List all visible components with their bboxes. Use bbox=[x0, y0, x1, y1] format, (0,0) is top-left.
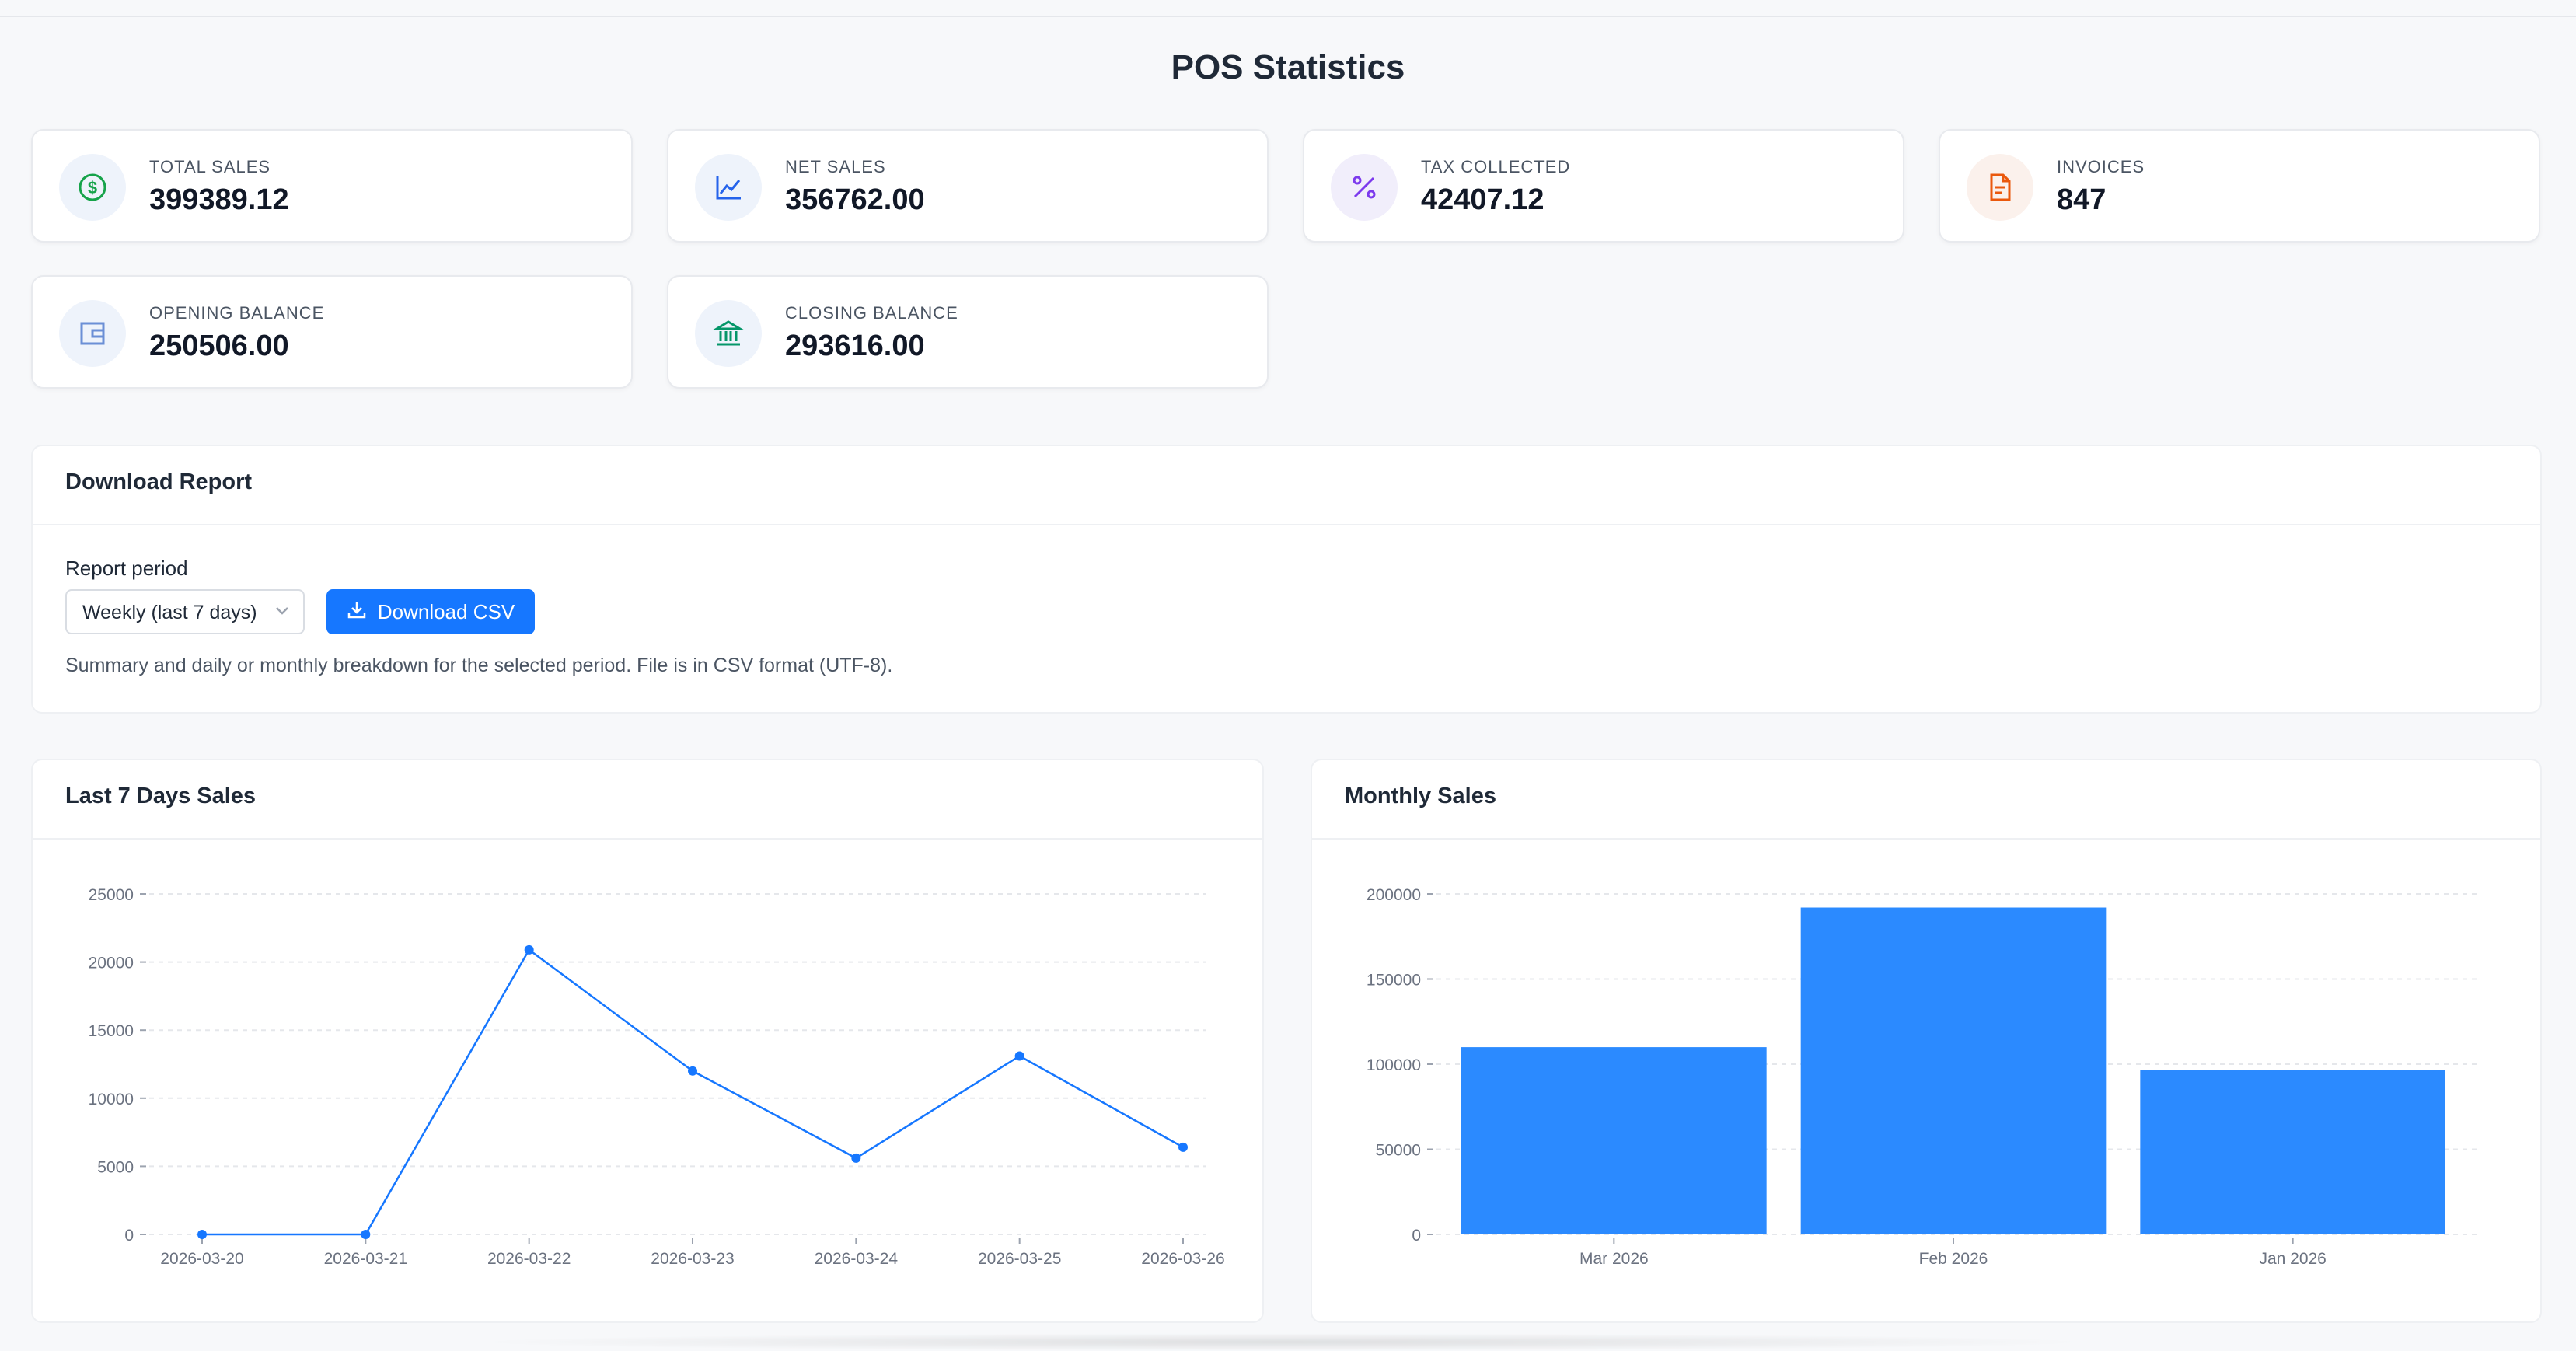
stat-card-closing-balance: CLOSING BALANCE 293616.00 bbox=[667, 275, 1269, 389]
download-icon bbox=[347, 599, 367, 625]
y-tick-label: 100000 bbox=[1367, 1056, 1421, 1074]
document-icon bbox=[1967, 154, 2033, 221]
report-period-value: Weekly (last 7 days) bbox=[82, 602, 257, 623]
data-point bbox=[1014, 1051, 1024, 1061]
percent-icon bbox=[1331, 154, 1398, 221]
y-tick-label: 0 bbox=[124, 1227, 134, 1245]
stat-label: NET SALES bbox=[785, 157, 886, 176]
stat-card-total-sales: $ TOTAL SALES 399389.12 bbox=[31, 129, 633, 243]
data-point bbox=[197, 1230, 207, 1239]
data-point bbox=[688, 1066, 697, 1076]
download-csv-button[interactable]: Download CSV bbox=[326, 589, 535, 634]
stat-card-net-sales: NET SALES 356762.00 bbox=[667, 129, 1269, 243]
bar bbox=[1800, 907, 2107, 1234]
stat-card-opening-balance: OPENING BALANCE 250506.00 bbox=[31, 275, 633, 389]
y-tick-label: 20000 bbox=[89, 955, 134, 972]
top-bar bbox=[0, 0, 2576, 17]
stat-label: INVOICES bbox=[2057, 157, 2145, 176]
stat-label: TOTAL SALES bbox=[149, 157, 271, 176]
report-period-select[interactable]: Weekly (last 7 days) bbox=[65, 589, 305, 634]
stat-value: 293616.00 bbox=[785, 330, 925, 362]
x-tick-label: Feb 2026 bbox=[1919, 1250, 1988, 1268]
y-tick-label: 50000 bbox=[1376, 1142, 1421, 1160]
bank-icon bbox=[695, 300, 762, 367]
line-chart-icon bbox=[695, 154, 762, 221]
stat-label: CLOSING BALANCE bbox=[785, 303, 958, 323]
line-chart: 0 5000 10000 15000 20000 25000 2026-03-20 2026-… bbox=[89, 886, 1225, 1268]
download-csv-label: Download CSV bbox=[377, 599, 515, 623]
y-tick-label: 0 bbox=[1412, 1227, 1421, 1245]
chart-title: Last 7 Days Sales bbox=[65, 784, 257, 808]
divider bbox=[33, 838, 1262, 840]
chevron-down-icon bbox=[272, 600, 292, 626]
page-title: POS Statistics bbox=[1171, 48, 1405, 86]
stat-value: 42407.12 bbox=[1421, 183, 1545, 216]
stat-card-tax-collected: TAX COLLECTED 42407.12 bbox=[1303, 129, 1904, 243]
x-tick-label: Mar 2026 bbox=[1579, 1250, 1649, 1268]
y-tick-label: 25000 bbox=[89, 886, 134, 904]
x-tick-label: Jan 2026 bbox=[2259, 1250, 2326, 1268]
monthly-sales-panel: Monthly Sales 0 50000 100000 150000 200000 Ma… bbox=[1311, 759, 2542, 1323]
data-point bbox=[851, 1153, 861, 1163]
stat-value: 356762.00 bbox=[785, 183, 925, 216]
bottom-shadow bbox=[466, 1333, 2099, 1351]
stat-value: 399389.12 bbox=[149, 183, 289, 216]
data-point bbox=[524, 944, 534, 955]
bar bbox=[2140, 1070, 2445, 1234]
last-7-days-panel: Last 7 Days Sales 0 5000 10000 15000 20000 25… bbox=[31, 759, 1264, 1323]
x-tick-label: 2026-03-22 bbox=[487, 1250, 571, 1268]
divider bbox=[1312, 838, 2540, 840]
report-period-label: Report period bbox=[65, 557, 188, 580]
download-report-panel: Download Report bbox=[31, 445, 2542, 714]
y-tick-label: 10000 bbox=[89, 1091, 134, 1108]
stat-label: OPENING BALANCE bbox=[149, 303, 325, 323]
x-tick-label: 2026-03-26 bbox=[1141, 1250, 1224, 1268]
x-tick-label: 2026-03-21 bbox=[324, 1250, 407, 1268]
y-tick-label: 150000 bbox=[1367, 972, 1421, 990]
series-line bbox=[202, 948, 1184, 1236]
data-point bbox=[361, 1230, 371, 1239]
y-tick-label: 15000 bbox=[89, 1022, 134, 1040]
x-tick-label: 2026-03-25 bbox=[978, 1250, 1061, 1268]
divider bbox=[33, 524, 2540, 525]
bar-chart: 0 50000 100000 150000 200000 Mar 2026 Feb 2026… bbox=[1367, 886, 2478, 1268]
chart-title: Monthly Sales bbox=[1345, 784, 1496, 808]
svg-text:$: $ bbox=[88, 178, 97, 197]
wallet-icon bbox=[59, 300, 126, 367]
panel-title: Download Report bbox=[65, 470, 253, 494]
bar bbox=[1461, 1047, 1767, 1234]
x-tick-label: 2026-03-23 bbox=[651, 1250, 734, 1268]
stat-value: 847 bbox=[2057, 183, 2107, 216]
dollar-icon: $ bbox=[59, 154, 126, 221]
report-help-text: Summary and daily or monthly breakdown f… bbox=[65, 655, 893, 676]
x-tick-label: 2026-03-20 bbox=[160, 1250, 243, 1268]
y-tick-label: 200000 bbox=[1367, 886, 1421, 904]
stat-label: TAX COLLECTED bbox=[1421, 157, 1571, 176]
data-point bbox=[1178, 1142, 1188, 1152]
stat-value: 250506.00 bbox=[149, 330, 289, 362]
x-tick-label: 2026-03-24 bbox=[815, 1250, 899, 1268]
stat-card-invoices: INVOICES 847 bbox=[1939, 129, 2540, 243]
y-tick-label: 5000 bbox=[97, 1158, 134, 1176]
